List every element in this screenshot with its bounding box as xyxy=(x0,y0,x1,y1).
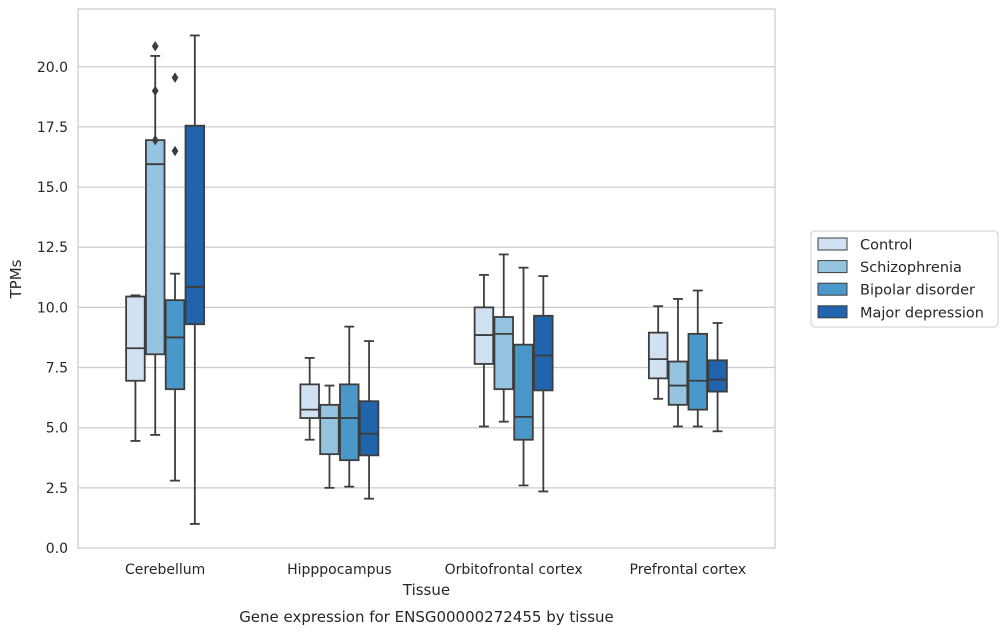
y-axis-label: TPMs xyxy=(7,259,25,299)
x-tick-label: Prefrontal cortex xyxy=(630,562,747,578)
y-tick-label: 7.5 xyxy=(46,361,68,377)
legend-label: Control xyxy=(860,238,912,254)
outlier-point xyxy=(151,134,159,146)
legend: Control Schizophrenia Bipolar disorder Majo… xyxy=(810,230,999,328)
box-control xyxy=(125,294,146,442)
box-iqr xyxy=(707,359,728,393)
box-iqr xyxy=(339,383,360,462)
box-iqr xyxy=(647,331,669,380)
y-tick-label: 10.0 xyxy=(37,300,68,316)
box-iqr xyxy=(513,343,534,441)
box-major-depression xyxy=(184,34,206,525)
legend-label: Schizophrenia xyxy=(860,260,962,276)
outlier-point xyxy=(151,41,159,52)
box-iqr xyxy=(358,400,380,457)
box-major-depression xyxy=(358,340,380,500)
y-tick-label: 12.5 xyxy=(37,240,68,256)
legend-frame xyxy=(810,230,999,328)
x-tick-label: Cerebellum xyxy=(125,562,205,578)
box-major-depression xyxy=(533,275,554,493)
box-schizophrenia xyxy=(493,253,514,423)
box-iqr xyxy=(667,360,689,406)
box-bipolar-disorder xyxy=(164,72,186,482)
box-bipolar-disorder xyxy=(339,325,360,488)
y-tick-label: 0.0 xyxy=(46,541,68,557)
y-tick-label: 5.0 xyxy=(46,421,68,437)
legend-label: Major depression xyxy=(860,305,984,321)
box-control xyxy=(299,357,320,441)
box-schizophrenia xyxy=(667,298,689,428)
box-bipolar-disorder xyxy=(687,289,708,428)
box-schizophrenia xyxy=(145,41,166,436)
box-control xyxy=(473,273,495,428)
legend-swatch xyxy=(817,305,848,319)
legend-swatch xyxy=(817,260,848,274)
boxes-group xyxy=(125,34,728,525)
box-iqr xyxy=(145,139,166,356)
box-schizophrenia xyxy=(319,384,340,489)
x-tick-label: Hipppocampus xyxy=(287,562,392,578)
x-tick-label: Orbitofrontal cortex xyxy=(445,562,583,578)
y-tick-label: 20.0 xyxy=(37,60,68,76)
y-tick-label: 15.0 xyxy=(37,180,68,196)
outlier-point xyxy=(171,145,179,157)
box-control xyxy=(647,305,669,400)
box-iqr xyxy=(493,316,514,391)
box-iqr xyxy=(299,383,320,419)
box-iqr xyxy=(125,295,146,382)
plot-frame xyxy=(77,8,776,549)
y-tick-label: 2.5 xyxy=(46,481,68,497)
box-iqr xyxy=(164,299,186,391)
box-iqr xyxy=(319,403,340,456)
box-bipolar-disorder xyxy=(513,266,534,487)
legend-swatch xyxy=(817,237,848,251)
y-tick-label: 17.5 xyxy=(37,120,68,136)
chart-caption: Gene expression for ENSG00000272455 by t… xyxy=(239,608,614,626)
legend-label: Bipolar disorder xyxy=(860,283,975,299)
outlier-point xyxy=(151,85,159,97)
box-major-depression xyxy=(707,322,728,433)
box-iqr xyxy=(687,332,708,411)
box-iqr xyxy=(184,124,206,326)
outlier-point xyxy=(171,72,179,83)
box-iqr xyxy=(533,314,554,392)
x-tick-labels: Cerebellum Hipppocampus Orbitofrontal cort… xyxy=(125,562,746,578)
y-tick-labels: 0.0 2.5 5.0 7.5 10.0 12.5 15.0 17.5 20.0 xyxy=(37,60,68,557)
legend-swatch xyxy=(817,282,848,296)
x-axis-label: Tissue xyxy=(402,581,450,599)
plot-area xyxy=(78,9,775,548)
